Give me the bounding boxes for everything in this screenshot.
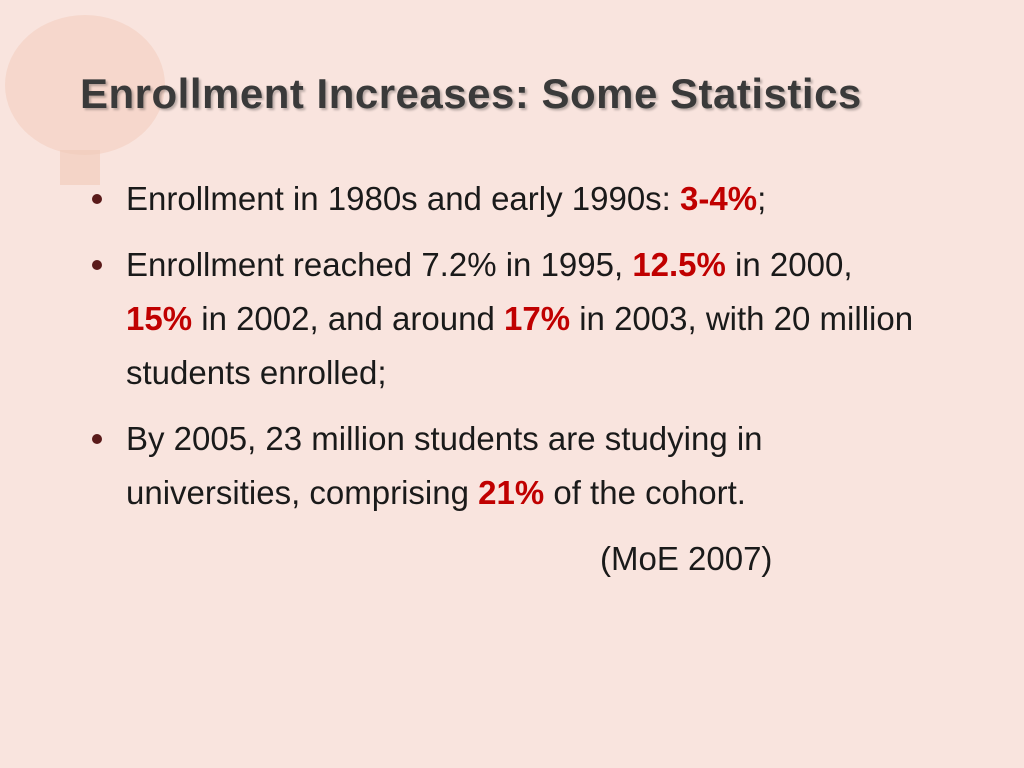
highlighted-text: 17% — [503, 300, 571, 337]
highlighted-text: 12.5% — [632, 246, 726, 283]
text-run: in 2003, with 20 million students enroll… — [126, 300, 914, 391]
bullet: Enrollment in 1980s and early 1990s: 3-4… — [86, 172, 916, 226]
highlighted-text: 15% — [126, 300, 193, 337]
bullet-list: Enrollment in 1980s and early 1990s: 3-4… — [86, 172, 916, 532]
text-run: ; — [757, 180, 767, 217]
bullet-marker — [92, 260, 102, 270]
highlighted-text: 21% — [478, 474, 545, 511]
bullet-marker — [92, 194, 102, 204]
bullet: Enrollment reached 7.2% in 1995, 12.5% i… — [86, 238, 916, 400]
text-run: in 2002, and around — [192, 300, 504, 337]
citation: (MoE 2007) — [600, 540, 773, 577]
text-run: Enrollment reached 7.2% in 1995, — [126, 246, 633, 283]
text-run: By 2005, 23 million students are studyin… — [126, 420, 763, 511]
bullet-marker — [92, 434, 102, 444]
text-run: in 2000, — [725, 246, 853, 283]
text-run: Enrollment in 1980s and early 1990s: — [126, 180, 681, 217]
text-run: of the cohort. — [544, 474, 746, 511]
lantern-decoration — [5, 15, 165, 185]
slide-title: Enrollment Increases: Some Statistics — [80, 70, 862, 117]
bullet: By 2005, 23 million students are studyin… — [86, 412, 916, 520]
highlighted-text: 3-4% — [680, 180, 758, 217]
